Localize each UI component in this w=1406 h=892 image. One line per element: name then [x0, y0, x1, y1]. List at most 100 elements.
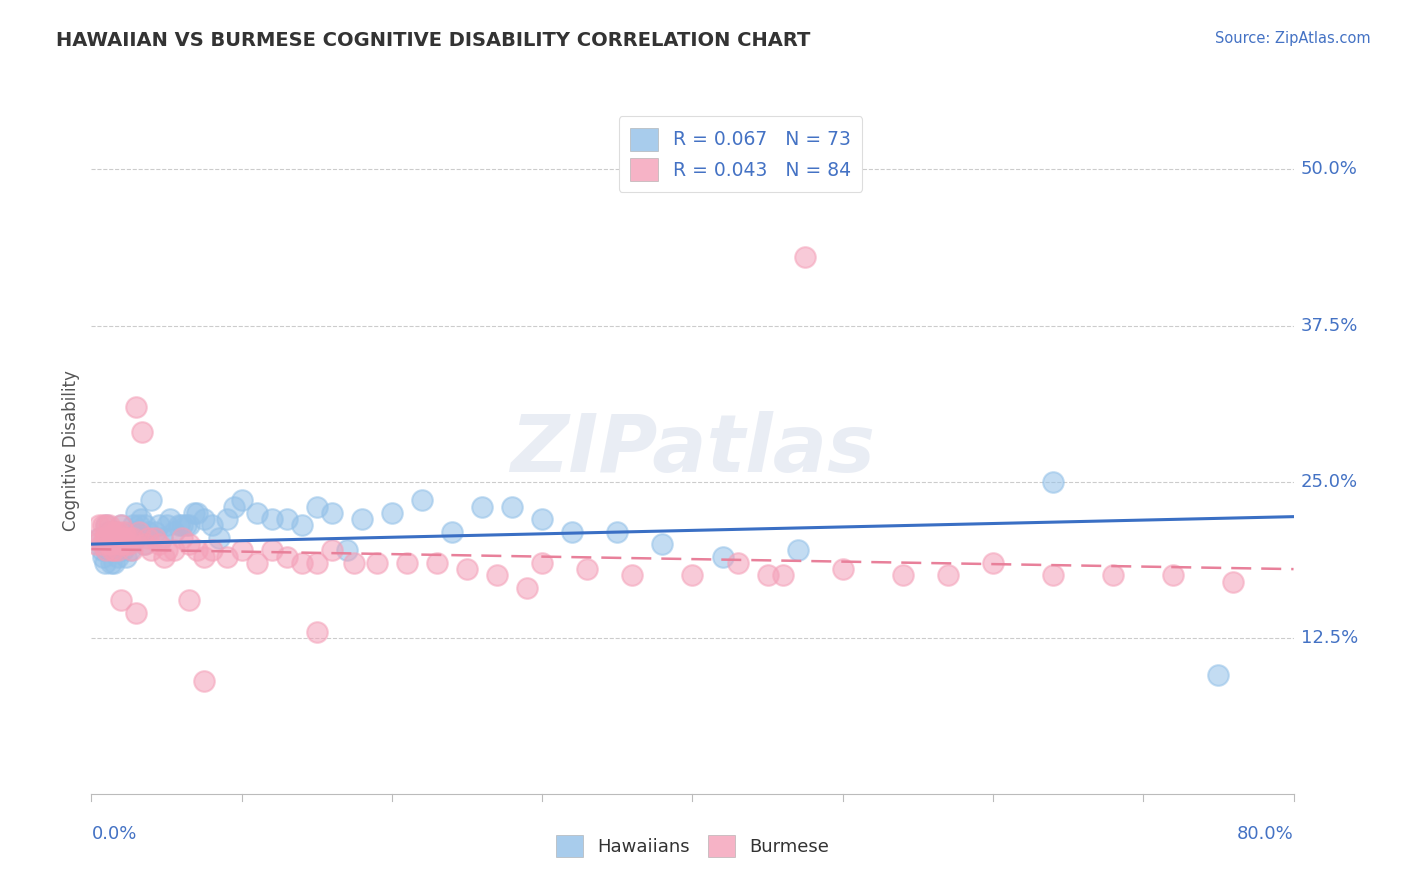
Text: 12.5%: 12.5%	[1301, 629, 1358, 647]
Point	[170, 531, 193, 545]
Point	[224, 500, 246, 514]
Point	[201, 543, 224, 558]
Point	[100, 556, 122, 570]
Point	[125, 400, 148, 414]
Point	[163, 524, 186, 539]
Point	[98, 524, 121, 539]
Point	[94, 556, 117, 570]
Point	[122, 531, 145, 545]
Point	[183, 506, 205, 520]
Text: 0.0%: 0.0%	[91, 825, 136, 843]
Point	[1102, 568, 1125, 582]
Point	[94, 531, 117, 545]
Point	[651, 537, 673, 551]
Point	[118, 531, 141, 545]
Text: 25.0%: 25.0%	[1301, 473, 1358, 491]
Point	[305, 556, 328, 570]
Point	[276, 549, 298, 564]
Point	[981, 556, 1004, 570]
Point	[105, 537, 128, 551]
Point	[108, 537, 131, 551]
Point	[114, 537, 136, 551]
Point	[381, 506, 404, 520]
Point	[486, 568, 509, 582]
Point	[291, 518, 314, 533]
Point	[501, 500, 523, 514]
Point	[103, 543, 125, 558]
Point	[155, 518, 177, 533]
Point	[621, 568, 644, 582]
Point	[561, 524, 583, 539]
Point	[138, 531, 160, 545]
Point	[125, 606, 148, 620]
Point	[1208, 668, 1230, 682]
Point	[215, 512, 238, 526]
Point	[456, 562, 478, 576]
Point	[110, 537, 132, 551]
Point	[170, 518, 193, 533]
Text: 37.5%: 37.5%	[1301, 317, 1358, 334]
Point	[831, 562, 853, 576]
Point	[411, 493, 433, 508]
Text: Source: ZipAtlas.com: Source: ZipAtlas.com	[1215, 31, 1371, 46]
Text: ZIPatlas: ZIPatlas	[510, 411, 875, 490]
Point	[120, 531, 142, 545]
Point	[186, 543, 208, 558]
Point	[90, 537, 112, 551]
Text: 80.0%: 80.0%	[1237, 825, 1294, 843]
Point	[143, 531, 166, 545]
Point	[128, 524, 150, 539]
Point	[291, 556, 314, 570]
Text: 50.0%: 50.0%	[1301, 161, 1357, 178]
Point	[366, 556, 388, 570]
Point	[786, 543, 808, 558]
Point	[115, 537, 138, 551]
Point	[134, 518, 156, 533]
Point	[84, 537, 107, 551]
Point	[101, 531, 124, 545]
Point	[96, 518, 118, 533]
Point	[350, 512, 373, 526]
Point	[321, 543, 343, 558]
Point	[727, 556, 749, 570]
Point	[231, 493, 253, 508]
Text: HAWAIIAN VS BURMESE COGNITIVE DISABILITY CORRELATION CHART: HAWAIIAN VS BURMESE COGNITIVE DISABILITY…	[56, 31, 811, 50]
Point	[121, 524, 143, 539]
Point	[96, 518, 118, 533]
Point	[128, 518, 150, 533]
Point	[111, 531, 134, 545]
Point	[1042, 568, 1064, 582]
Point	[97, 531, 120, 545]
Point	[129, 512, 152, 526]
Point	[100, 524, 122, 539]
Point	[110, 593, 132, 607]
Point	[104, 524, 127, 539]
Point	[471, 500, 494, 514]
Point	[163, 543, 186, 558]
Point	[87, 531, 110, 545]
Point	[132, 537, 155, 551]
Point	[134, 537, 156, 551]
Point	[141, 543, 163, 558]
Point	[177, 518, 200, 533]
Point	[531, 512, 554, 526]
Point	[107, 524, 129, 539]
Point	[96, 543, 118, 558]
Point	[246, 556, 269, 570]
Point	[125, 506, 148, 520]
Point	[120, 543, 142, 558]
Point	[107, 543, 129, 558]
Point	[167, 518, 190, 533]
Point	[138, 524, 160, 539]
Point	[110, 518, 132, 533]
Point	[215, 549, 238, 564]
Point	[96, 543, 118, 558]
Point	[101, 543, 124, 558]
Point	[148, 518, 170, 533]
Point	[276, 512, 298, 526]
Point	[87, 518, 110, 533]
Point	[118, 537, 141, 551]
Point	[152, 549, 174, 564]
Point	[260, 543, 283, 558]
Point	[201, 518, 224, 533]
